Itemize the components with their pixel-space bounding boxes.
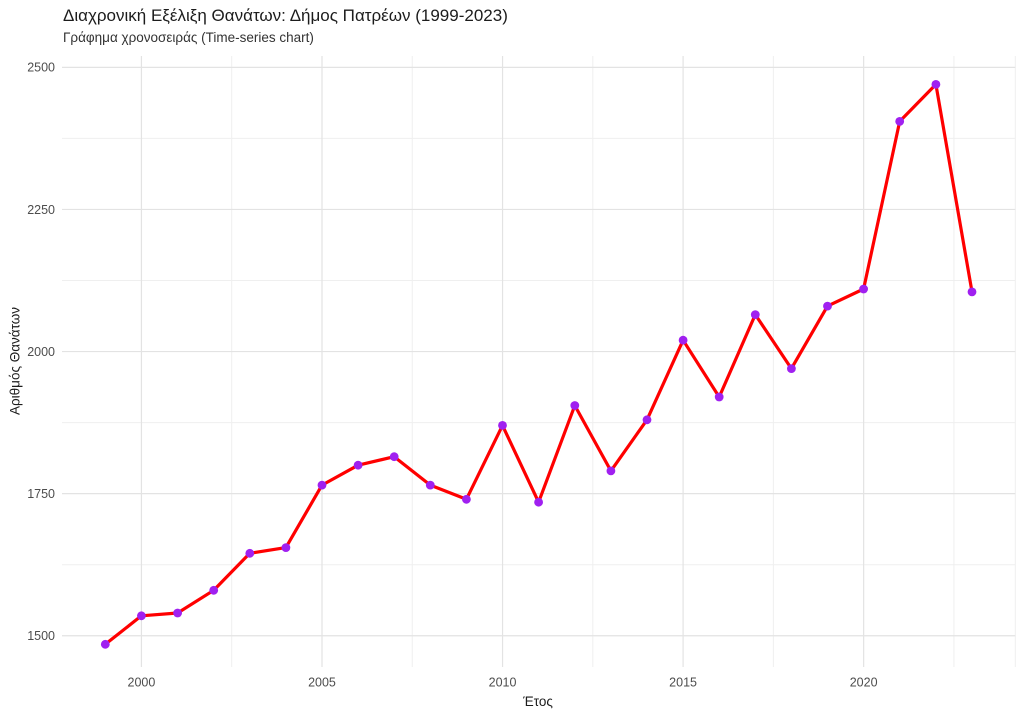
y-tick-label: 1500 (27, 629, 55, 643)
data-point (209, 585, 219, 595)
data-point (642, 415, 652, 425)
data-point (787, 364, 796, 373)
data-point (534, 497, 543, 507)
data-point (859, 284, 868, 294)
data-point (750, 310, 760, 319)
data-point (895, 117, 905, 126)
data-point (606, 466, 616, 476)
y-tick-label: 1750 (27, 487, 55, 501)
data-point (137, 611, 146, 621)
chart-title: Διαχρονική Εξέλιξη Θανάτων: Δήμος Πατρέω… (63, 6, 508, 25)
data-point (714, 392, 724, 402)
y-axis-title: Αριθμός Θανάτων (7, 306, 23, 416)
chart-subtitle: Γράφημα χρονοσειράς (Time-series chart) (63, 30, 314, 45)
x-tick-label: 2000 (128, 676, 156, 690)
y-tick-label: 2500 (27, 61, 55, 75)
data-point (967, 287, 977, 297)
data-point (931, 80, 941, 89)
data-point (389, 452, 399, 462)
data-point (678, 335, 688, 345)
data-point (425, 480, 435, 490)
data-point (245, 548, 255, 558)
x-tick-label: 2005 (308, 676, 336, 690)
data-point (823, 301, 832, 311)
y-tick-label: 2250 (27, 203, 55, 217)
y-tick-label: 2000 (27, 345, 55, 359)
data-point (317, 480, 327, 490)
data-point (498, 421, 507, 430)
series-line (103, 82, 974, 646)
x-tick-label: 2015 (669, 676, 697, 690)
data-point (173, 608, 183, 618)
data-point (570, 401, 580, 410)
data-point (462, 494, 471, 504)
x-tick-label: 2020 (850, 676, 878, 690)
data-point (353, 460, 363, 470)
data-point (100, 639, 110, 649)
x-axis-title: Έτος (523, 694, 553, 709)
data-point (281, 543, 291, 552)
x-tick-label: 2010 (489, 676, 517, 690)
